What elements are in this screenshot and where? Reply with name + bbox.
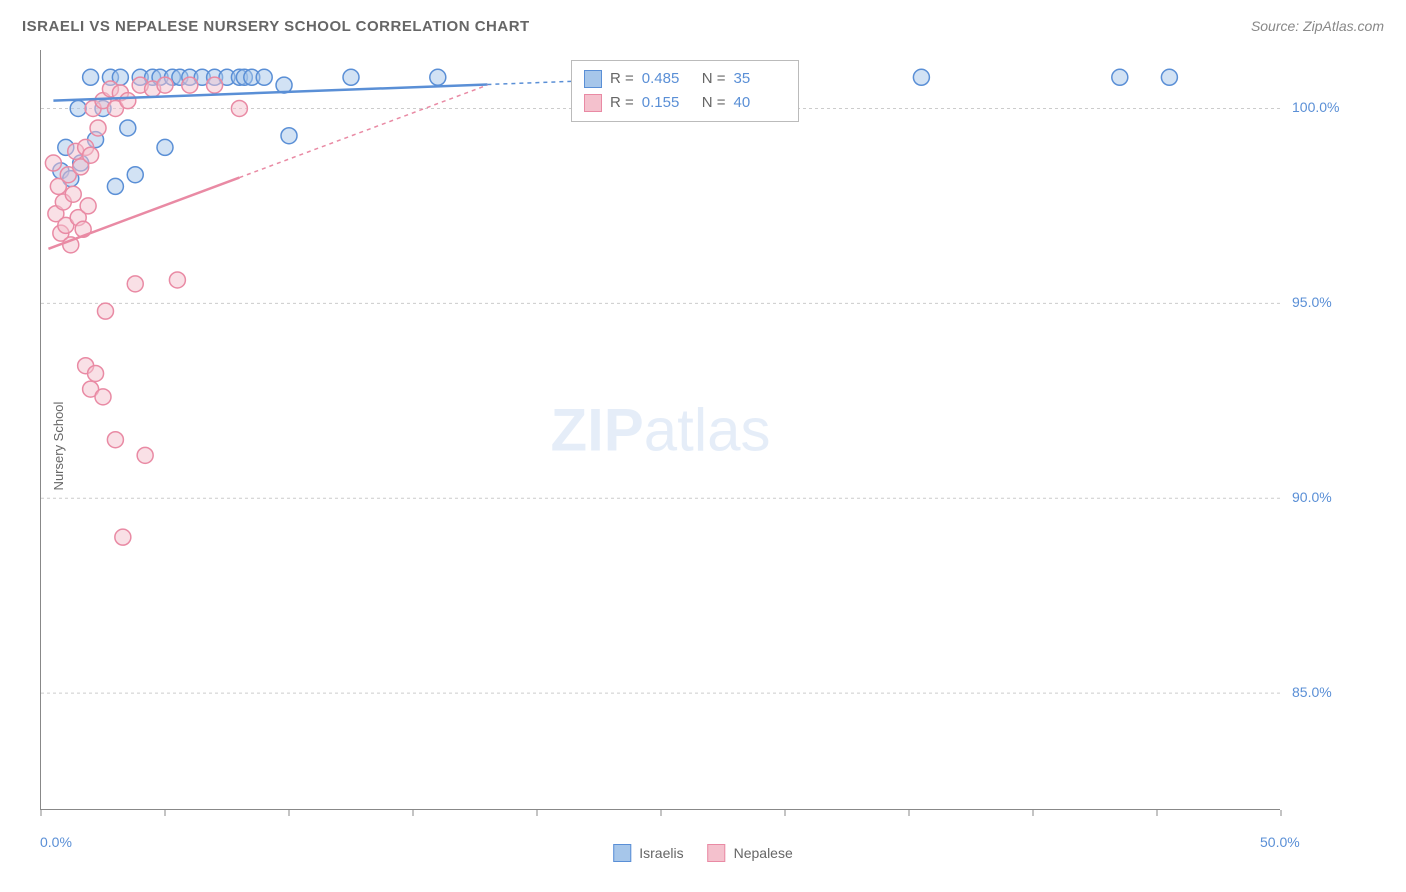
n-label: N = <box>702 67 726 91</box>
scatter-point <box>1112 69 1128 85</box>
scatter-point <box>95 389 111 405</box>
source-attribution: Source: ZipAtlas.com <box>1251 18 1384 34</box>
plot-svg <box>41 50 1280 809</box>
scatter-point <box>120 93 136 109</box>
ytick-label: 100.0% <box>1292 99 1339 115</box>
legend-swatch <box>584 70 602 88</box>
scatter-point <box>1161 69 1177 85</box>
xtick-label: 0.0% <box>40 834 72 850</box>
scatter-point <box>45 155 61 171</box>
bottom-legend: Israelis Nepalese <box>613 844 793 862</box>
legend-swatch-nepalese <box>708 844 726 862</box>
scatter-point <box>169 272 185 288</box>
scatter-point <box>65 186 81 202</box>
scatter-point <box>137 447 153 463</box>
stats-legend-row: R = 0.155 N = 40 <box>584 91 786 115</box>
legend-swatch <box>584 94 602 112</box>
scatter-point <box>83 147 99 163</box>
scatter-point <box>913 69 929 85</box>
n-value: 40 <box>734 91 786 115</box>
scatter-point <box>430 69 446 85</box>
scatter-point <box>256 69 272 85</box>
r-label: R = <box>610 91 634 115</box>
xtick-label: 50.0% <box>1260 834 1300 850</box>
r-label: R = <box>610 67 634 91</box>
scatter-point <box>157 77 173 93</box>
scatter-point <box>281 128 297 144</box>
n-label: N = <box>702 91 726 115</box>
n-value: 35 <box>734 67 786 91</box>
chart-title: ISRAELI VS NEPALESE NURSERY SCHOOL CORRE… <box>22 18 530 35</box>
scatter-point <box>80 198 96 214</box>
scatter-point <box>207 77 223 93</box>
scatter-point <box>343 69 359 85</box>
stats-legend-row: R = 0.485 N = 35 <box>584 67 786 91</box>
scatter-point <box>107 178 123 194</box>
legend-item-israelis: Israelis <box>613 844 683 862</box>
stats-legend: R = 0.485 N = 35 R = 0.155 N = 40 <box>571 60 799 122</box>
chart-container: ISRAELI VS NEPALESE NURSERY SCHOOL CORRE… <box>0 0 1406 892</box>
scatter-point <box>107 432 123 448</box>
ytick-label: 85.0% <box>1292 684 1332 700</box>
scatter-point <box>120 120 136 136</box>
legend-label-israelis: Israelis <box>639 845 683 861</box>
r-value: 0.155 <box>642 91 694 115</box>
ytick-label: 90.0% <box>1292 489 1332 505</box>
r-value: 0.485 <box>642 67 694 91</box>
scatter-point <box>231 100 247 116</box>
scatter-point <box>90 120 106 136</box>
scatter-point <box>83 69 99 85</box>
scatter-point <box>97 303 113 319</box>
scatter-point <box>127 276 143 292</box>
legend-label-nepalese: Nepalese <box>734 845 793 861</box>
trend-line-dashed <box>239 85 487 177</box>
scatter-point <box>88 365 104 381</box>
scatter-point <box>127 167 143 183</box>
scatter-point <box>182 77 198 93</box>
scatter-point <box>115 529 131 545</box>
ytick-label: 95.0% <box>1292 294 1332 310</box>
plot-area: ZIPatlas R =0.485N =35R =0.155N =40 <box>40 50 1280 810</box>
scatter-point <box>70 100 86 116</box>
legend-item-nepalese: Nepalese <box>708 844 793 862</box>
scatter-point <box>157 139 173 155</box>
legend-swatch-israelis <box>613 844 631 862</box>
